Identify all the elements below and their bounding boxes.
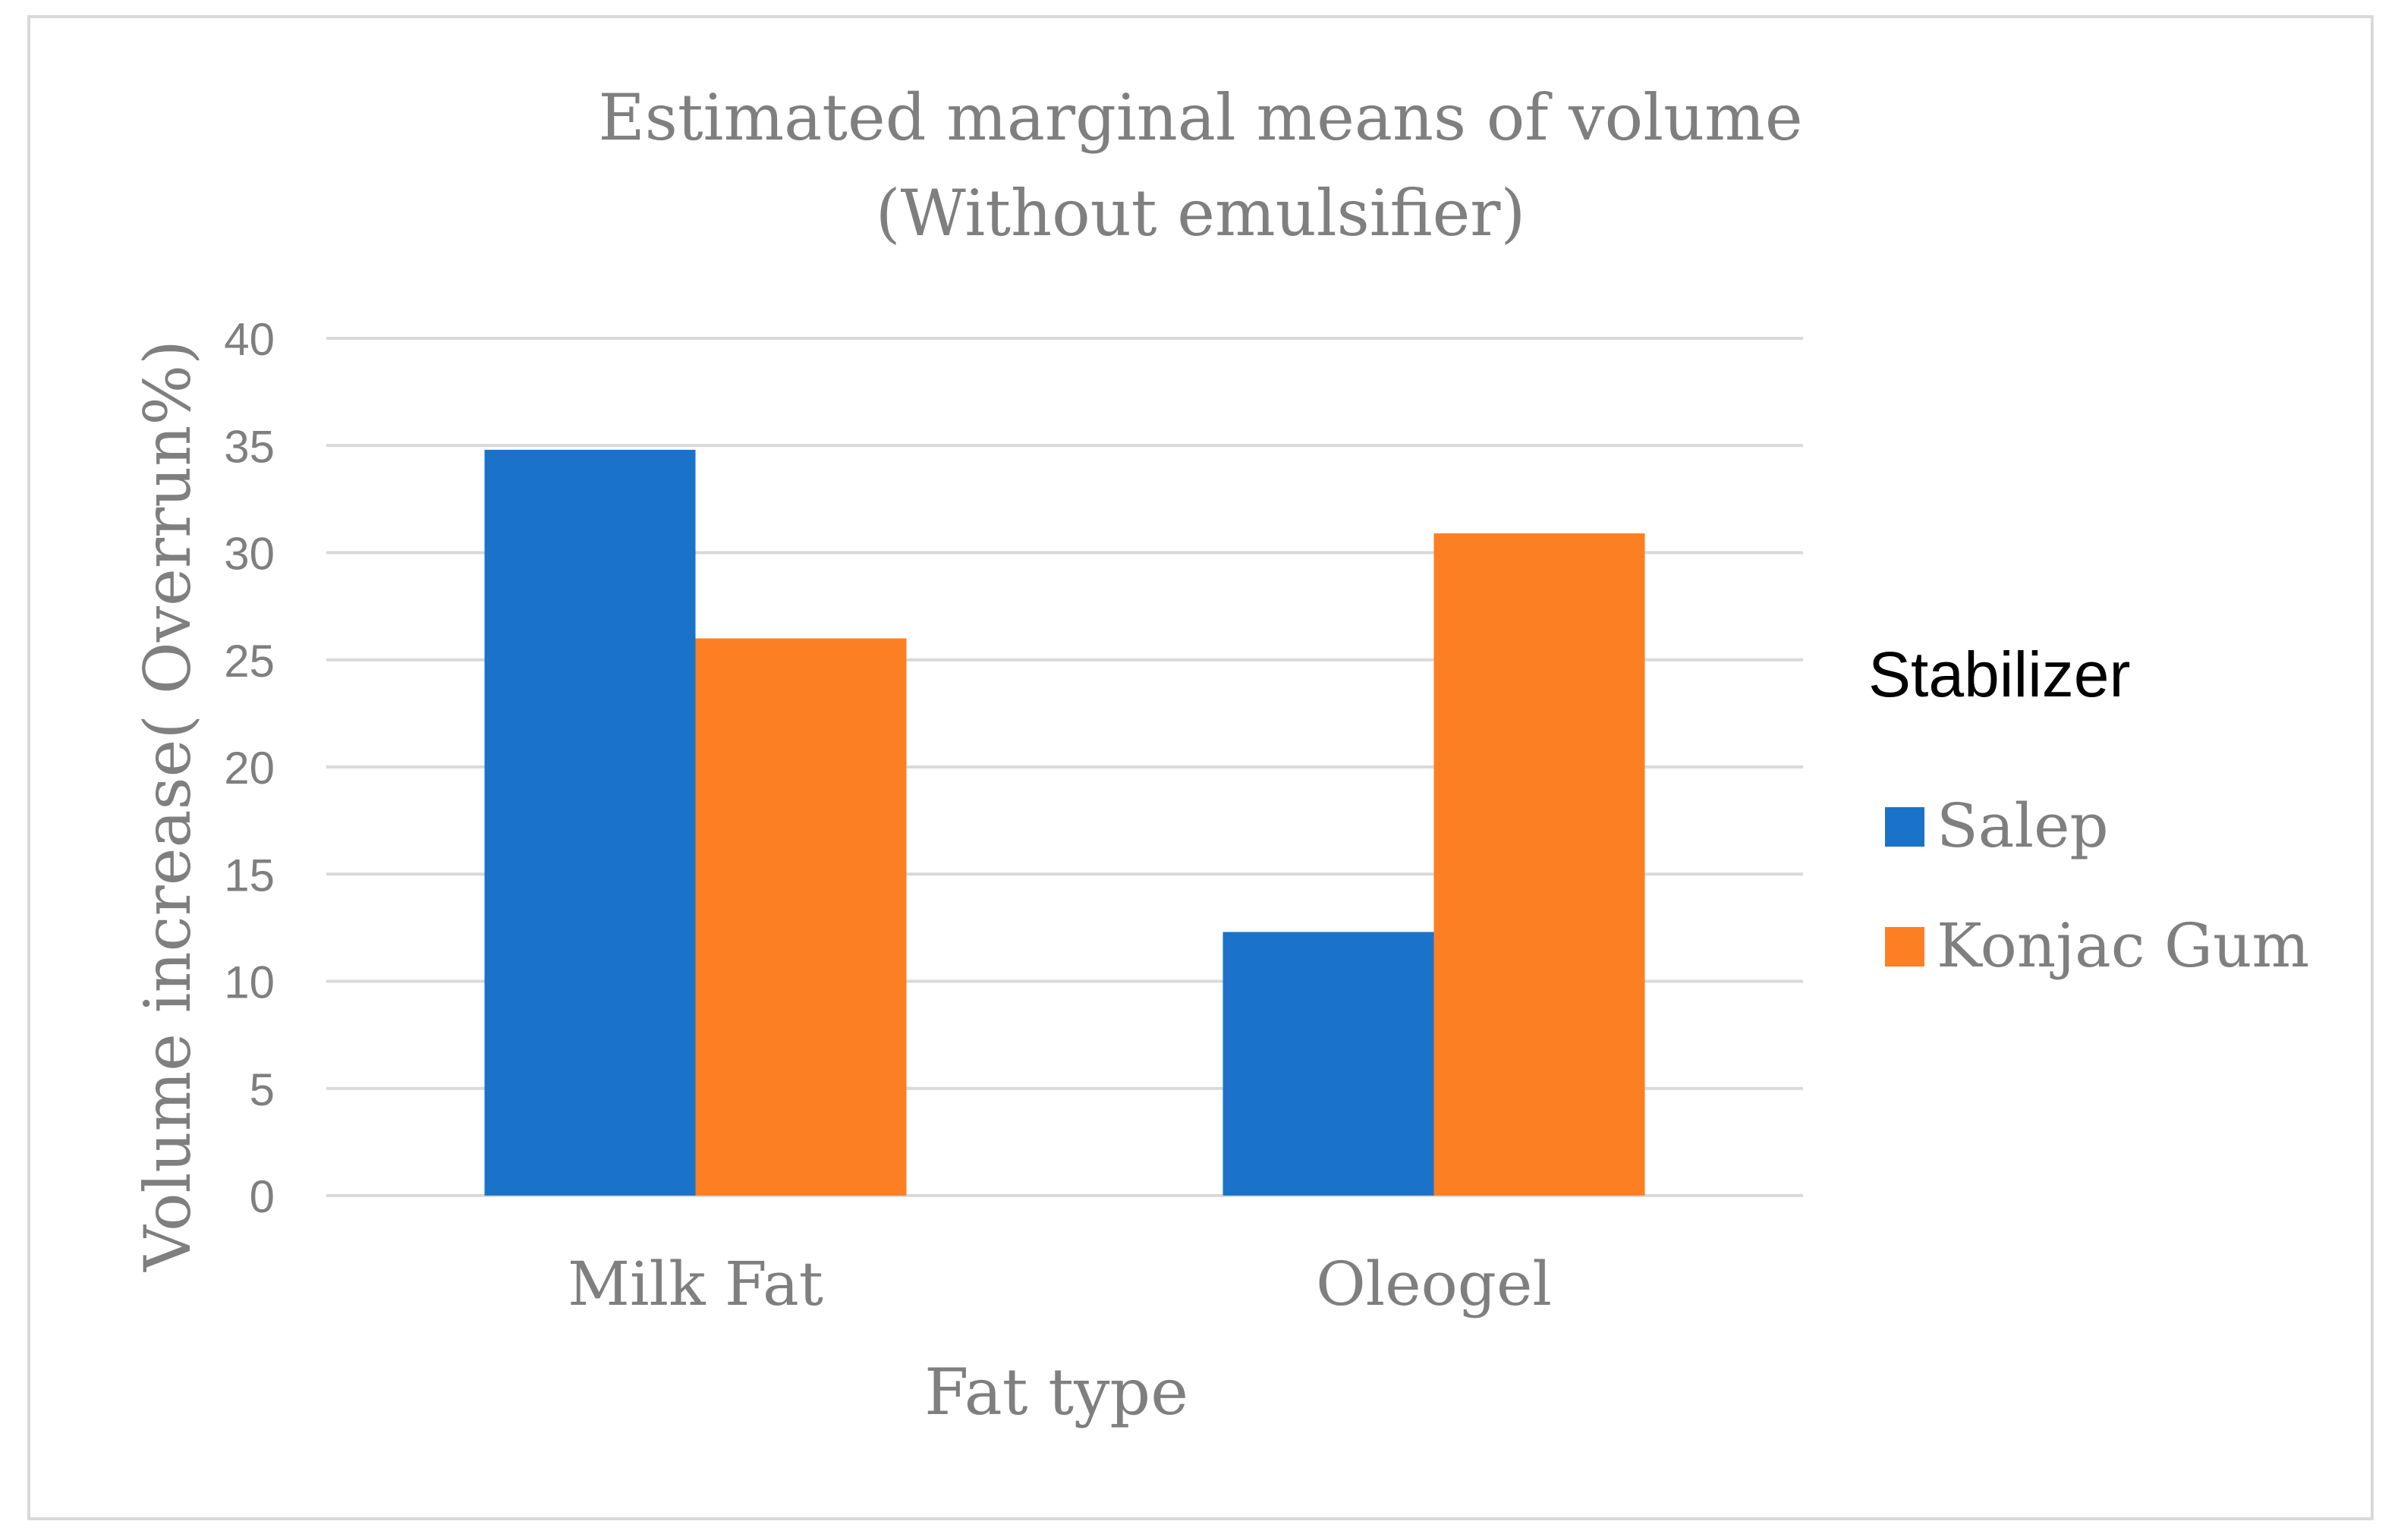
legend: Stabilizer Salep Konjac Gum — [1868, 639, 2309, 981]
y-tick-label-15: 15 — [224, 850, 275, 900]
x-axis-label: Fat type — [924, 1355, 1188, 1429]
chart-subtitle: (Without emulsifier) — [876, 176, 1525, 250]
x-tick-label-oleogel: Oleogel — [1316, 1249, 1552, 1319]
y-tick-label-10: 10 — [224, 957, 275, 1008]
legend-swatch-konjac-gum — [1885, 927, 1924, 966]
y-tick-labels: 0 5 10 15 20 25 30 35 40 — [224, 314, 275, 1222]
legend-label-konjac-gum: Konjac Gum — [1937, 910, 2309, 981]
y-tick-label-40: 40 — [224, 314, 275, 365]
chart-title: Estimated marginal means of volume — [598, 80, 1802, 155]
x-tick-labels: Milk Fat Oleogel — [568, 1249, 1552, 1319]
y-tick-label-35: 35 — [224, 421, 275, 472]
y-tick-label-0: 0 — [250, 1171, 275, 1222]
x-tick-label-milk-fat: Milk Fat — [568, 1249, 823, 1319]
bar-konjac-gum-milk-fat — [695, 638, 907, 1196]
y-tick-label-20: 20 — [224, 743, 275, 794]
bar-konjac-gum-oleogel — [1433, 533, 1645, 1196]
y-tick-label-5: 5 — [250, 1064, 275, 1115]
legend-swatch-salep — [1885, 807, 1924, 847]
y-axis-label: Volume increase( Overrun%) — [131, 340, 205, 1272]
bars — [484, 449, 1645, 1196]
legend-title: Stabilizer — [1868, 639, 2130, 710]
y-tick-label-30: 30 — [224, 529, 275, 580]
legend-label-salep: Salep — [1937, 790, 2109, 861]
bar-salep-milk-fat — [484, 449, 696, 1196]
bar-salep-oleogel — [1223, 932, 1434, 1196]
y-tick-label-25: 25 — [224, 636, 275, 687]
